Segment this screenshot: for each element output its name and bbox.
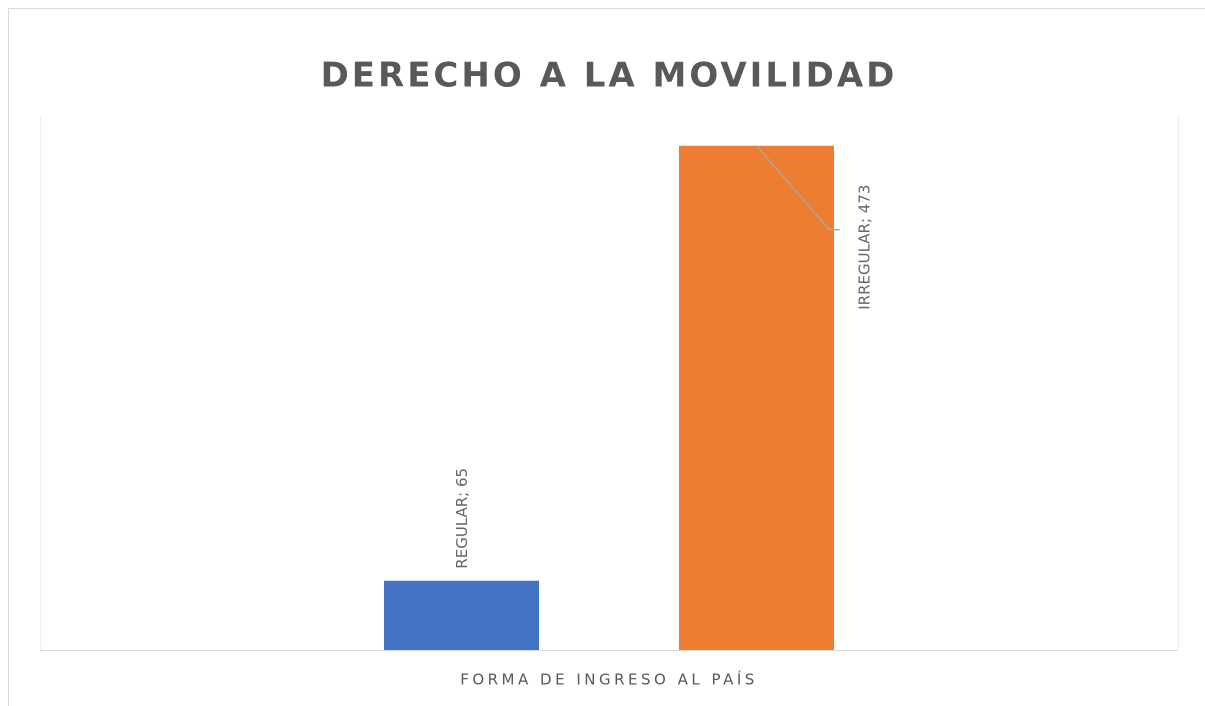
x-tick-label: FORMA DE INGRESO AL PAÍS xyxy=(460,670,758,689)
chart-title: DERECHO A LA MOVILIDAD xyxy=(321,56,898,96)
bar xyxy=(384,580,539,650)
chart-border xyxy=(8,8,1205,706)
bar xyxy=(679,145,834,651)
leader-line xyxy=(755,145,840,231)
data-label: REGULAR; 65 xyxy=(453,468,471,569)
data-label: IRREGULAR; 473 xyxy=(856,185,874,310)
